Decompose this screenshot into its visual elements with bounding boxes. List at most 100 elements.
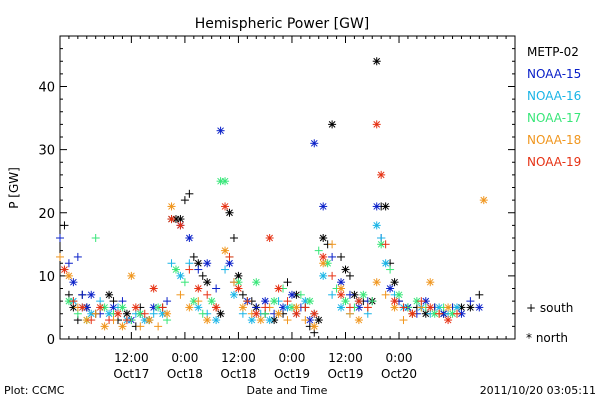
point-south: [140, 309, 149, 318]
point-north: [64, 271, 73, 280]
point-south: [475, 290, 484, 299]
point-south: [243, 297, 252, 306]
point-south: [386, 265, 395, 274]
point-north: [426, 278, 435, 287]
legend-entry: NOAA-17: [527, 111, 581, 125]
point-north: [149, 284, 158, 293]
y-tick-label: 20: [38, 207, 55, 222]
marker-legend-entry: * north: [526, 331, 568, 345]
point-north: [176, 221, 185, 230]
point-north: [354, 303, 363, 312]
point-north: [167, 202, 176, 211]
legend-entry: NOAA-19: [527, 155, 581, 169]
point-north: [341, 297, 350, 306]
point-south: [466, 297, 475, 306]
point-north: [310, 309, 319, 318]
point-north: [105, 290, 114, 299]
footer-timestamp: 2011/10/20 03:05:11: [480, 384, 596, 397]
point-north: [203, 316, 212, 325]
point-north: [212, 316, 221, 325]
point-north: [221, 202, 230, 211]
point-north: [475, 303, 484, 312]
x-tick-label-date: Oct19: [327, 367, 363, 381]
point-north: [203, 278, 212, 287]
point-north: [372, 57, 381, 66]
legend-entry: NOAA-16: [527, 89, 581, 103]
x-tick-label-time: 0:00: [278, 351, 305, 365]
point-south: [328, 271, 337, 280]
point-south: [180, 196, 189, 205]
point-north: [292, 309, 301, 318]
point-south: [56, 252, 64, 261]
point-south: [229, 278, 238, 287]
point-north: [216, 309, 225, 318]
x-tick-label-date: Oct19: [274, 367, 310, 381]
point-south: [158, 303, 167, 312]
point-north: [354, 297, 363, 306]
point-north: [113, 309, 122, 318]
x-tick-label-date: Oct18: [220, 367, 256, 381]
point-south: [60, 221, 69, 230]
point-north: [314, 316, 323, 325]
point-north: [229, 290, 238, 299]
x-tick-label-time: 12:00: [328, 351, 363, 365]
point-north: [203, 259, 212, 268]
x-tick-label-time: 12:00: [221, 351, 256, 365]
point-north: [118, 303, 127, 312]
point-north: [252, 278, 261, 287]
point-north: [225, 208, 234, 217]
point-north: [319, 202, 328, 211]
point-south: [185, 189, 194, 198]
marker-legend: + south * north: [526, 301, 573, 345]
point-north: [381, 202, 390, 211]
data-points: [56, 57, 488, 337]
point-north: [216, 126, 225, 135]
point-south: [328, 252, 337, 261]
point-south: [136, 322, 145, 331]
legend-entry: NOAA-15: [527, 67, 581, 81]
point-north: [171, 265, 180, 274]
point-north: [310, 322, 319, 331]
point-south: [238, 290, 247, 299]
point-north: [390, 297, 399, 306]
footer-axis-label: Date and Time: [247, 384, 328, 397]
point-south: [345, 290, 354, 299]
point-south: [189, 252, 198, 261]
point-south: [345, 303, 354, 312]
point-north: [221, 246, 230, 255]
y-tick-label: 10: [38, 270, 55, 285]
point-north: [194, 284, 203, 293]
point-south: [122, 316, 131, 325]
x-tick-label-time: 0:00: [171, 351, 198, 365]
point-south: [203, 290, 212, 299]
point-north: [167, 215, 176, 224]
point-north: [341, 265, 350, 274]
point-south: [56, 234, 64, 242]
point-north: [292, 303, 301, 312]
point-north: [69, 278, 78, 287]
point-south: [194, 265, 203, 274]
point-north: [265, 316, 274, 325]
point-north: [136, 309, 145, 318]
point-south: [198, 309, 207, 318]
x-tick-label-time: 12:00: [114, 351, 149, 365]
point-south: [73, 252, 82, 261]
point-north: [377, 170, 386, 179]
point-north: [354, 316, 363, 325]
point-south: [261, 303, 270, 312]
point-north: [176, 271, 185, 280]
point-south: [64, 259, 73, 268]
plot-frame: [59, 35, 516, 340]
point-south: [180, 278, 189, 287]
point-south: [283, 316, 292, 325]
legend-entry: NOAA-18: [527, 133, 581, 147]
point-north: [87, 290, 96, 299]
chart-title: Hemispheric Power [GW]: [195, 16, 370, 32]
marker-legend-entry: + south: [526, 301, 573, 315]
point-north: [305, 297, 314, 306]
point-north: [350, 290, 359, 299]
point-north: [163, 309, 172, 318]
point-north: [386, 284, 395, 293]
point-south: [91, 234, 100, 242]
point-north: [377, 240, 386, 249]
